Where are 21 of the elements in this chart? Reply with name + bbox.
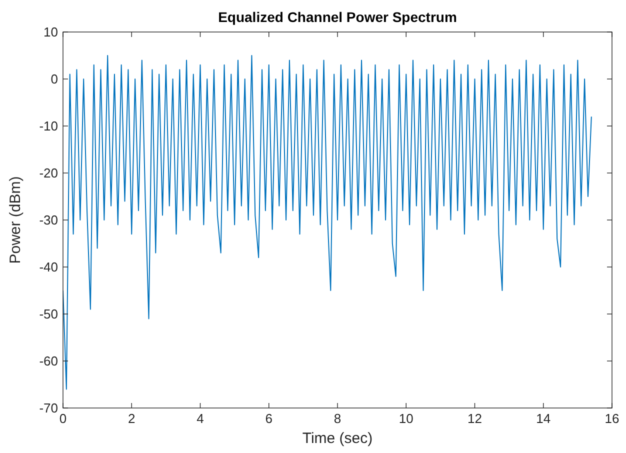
x-tick-label: 8	[334, 411, 342, 426]
x-axis-title: Time (sec)	[302, 430, 373, 447]
x-tick-label: 12	[468, 411, 482, 426]
x-tick-label: 10	[398, 411, 414, 426]
x-tick-label: 6	[265, 411, 272, 426]
y-axis-title: Power (dBm)	[7, 176, 24, 264]
x-tick-label: 16	[604, 411, 620, 426]
y-tick-label: -70	[39, 400, 58, 416]
y-tick-label: -30	[39, 212, 58, 228]
line-series	[63, 55, 592, 390]
x-tick-label: 4	[196, 411, 204, 426]
x-tick-label: 2	[128, 411, 136, 426]
chart-title: Equalized Channel Power Spectrum	[218, 9, 457, 25]
x-tick-label: 14	[536, 411, 551, 426]
y-tick-label: -60	[39, 354, 58, 368]
y-tick-label: 10	[44, 24, 58, 40]
y-tick-label: 0	[50, 72, 58, 86]
y-tick-label: -40	[39, 260, 58, 274]
y-tick-label: -10	[39, 118, 58, 134]
y-tick-label: -20	[39, 166, 58, 180]
y-tick-label: -50	[39, 306, 58, 322]
